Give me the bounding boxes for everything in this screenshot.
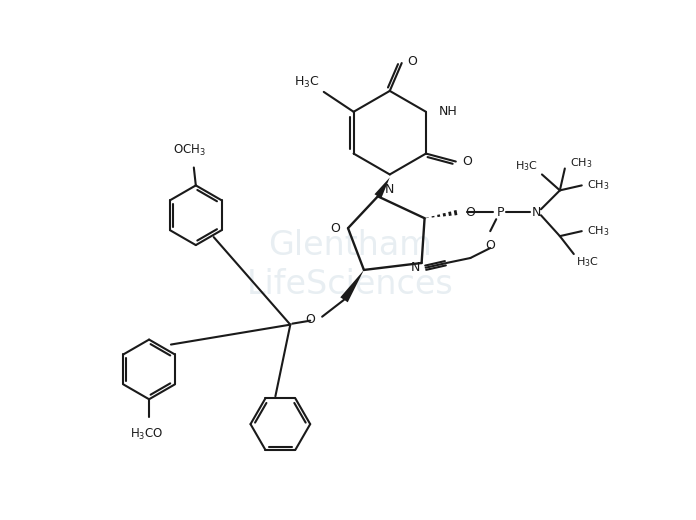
Text: CH$_3$: CH$_3$: [587, 178, 609, 192]
Text: O: O: [461, 155, 472, 168]
Polygon shape: [340, 270, 364, 302]
Text: O: O: [466, 206, 475, 219]
Text: H$_3$C: H$_3$C: [515, 160, 538, 173]
Text: N: N: [531, 206, 541, 219]
Text: CH$_3$: CH$_3$: [587, 224, 609, 238]
Text: O: O: [408, 55, 418, 68]
Text: O: O: [485, 239, 495, 252]
Text: CH$_3$: CH$_3$: [570, 157, 592, 171]
Text: H$_3$C: H$_3$C: [576, 255, 599, 269]
Text: O: O: [306, 313, 315, 326]
Text: O: O: [330, 222, 340, 235]
Text: Glentham
LifeSciences: Glentham LifeSciences: [246, 229, 453, 301]
Text: P: P: [496, 206, 504, 219]
Text: OCH$_3$: OCH$_3$: [173, 142, 206, 158]
Text: H$_3$C: H$_3$C: [294, 74, 319, 89]
Text: N: N: [411, 262, 420, 275]
Text: N: N: [385, 184, 395, 197]
Polygon shape: [374, 177, 390, 199]
Text: H$_3$CO: H$_3$CO: [130, 427, 164, 442]
Text: NH: NH: [439, 105, 458, 118]
